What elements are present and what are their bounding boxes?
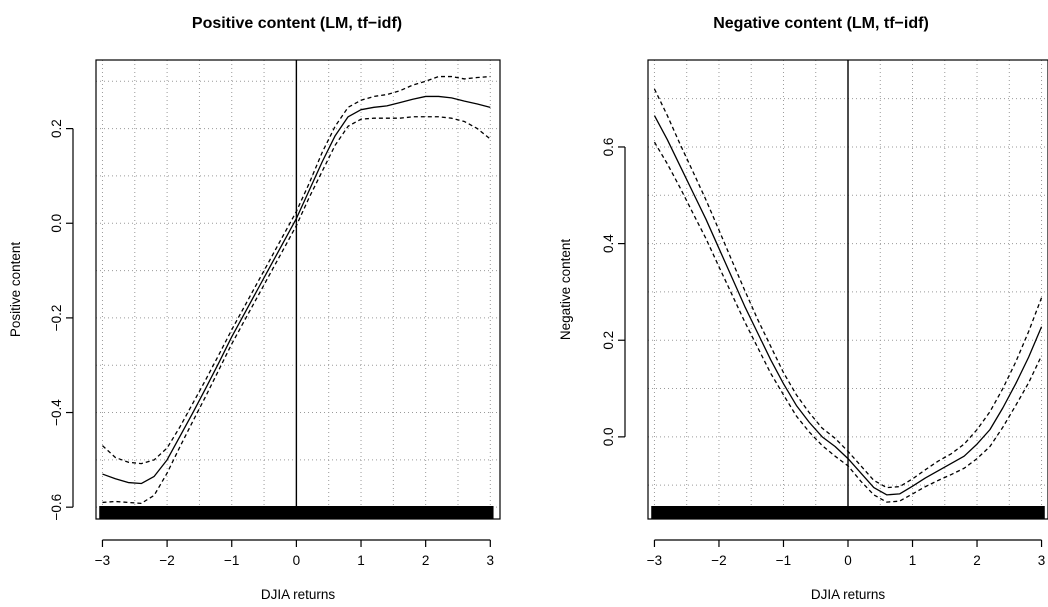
x-tick-label: 2 — [973, 553, 981, 568]
left-chart-panel: Positive content (LM, tf−idf) DJIA return… — [8, 15, 501, 602]
x-tick-label: −3 — [647, 553, 662, 568]
x-axis-label: DJIA returns — [261, 587, 336, 602]
y-axis-label: Negative content — [558, 239, 573, 341]
chart-title: Positive content (LM, tf−idf) — [192, 15, 402, 32]
positive-content-chart: Positive content (LM, tf−idf) DJIA return… — [8, 15, 501, 602]
x-tick-label: 3 — [487, 553, 495, 568]
x-tick-label: −2 — [159, 553, 174, 568]
confidence-band-line — [653, 88, 1043, 489]
y-axis-label: Positive content — [8, 242, 23, 338]
y-tick-label: 0.0 — [601, 427, 616, 446]
rug-marks — [99, 506, 494, 519]
right-chart-panel: Negative content (LM, tf−idf) DJIA return… — [548, 0, 1048, 607]
y-tick-label: −0.4 — [49, 399, 64, 426]
y-tick-label: 0.0 — [49, 214, 64, 233]
rug-marks — [651, 506, 1045, 519]
x-tick-label: −1 — [224, 553, 239, 568]
x-tick-label: 1 — [357, 553, 365, 568]
negative-content-chart: Negative content (LM, tf−idf) DJIA return… — [558, 15, 1048, 602]
x-tick-label: −3 — [95, 553, 110, 568]
confidence-band-line — [102, 75, 491, 465]
x-tick-label: 3 — [1038, 553, 1046, 568]
x-tick-label: 0 — [844, 553, 852, 568]
y-tick-label: −0.2 — [49, 305, 64, 332]
fitted-line — [102, 95, 491, 485]
y-tick-label: 0.6 — [601, 138, 616, 157]
plot-frame — [95, 59, 501, 520]
x-tick-label: 0 — [293, 553, 301, 568]
x-tick-label: −2 — [711, 553, 726, 568]
y-tick-label: 0.4 — [601, 234, 616, 253]
x-tick-label: −1 — [776, 553, 791, 568]
chart-title: Negative content (LM, tf−idf) — [713, 15, 929, 32]
y-tick-label: −0.6 — [49, 494, 64, 521]
y-tick-label: 0.2 — [49, 119, 64, 138]
x-tick-label: 1 — [909, 553, 917, 568]
confidence-band-line — [102, 116, 491, 505]
confidence-band-line — [653, 141, 1043, 503]
plot-frame — [647, 59, 1048, 520]
x-axis-label: DJIA returns — [811, 587, 886, 602]
fitted-line — [653, 115, 1043, 496]
y-tick-label: 0.2 — [601, 331, 616, 350]
x-tick-label: 2 — [422, 553, 430, 568]
